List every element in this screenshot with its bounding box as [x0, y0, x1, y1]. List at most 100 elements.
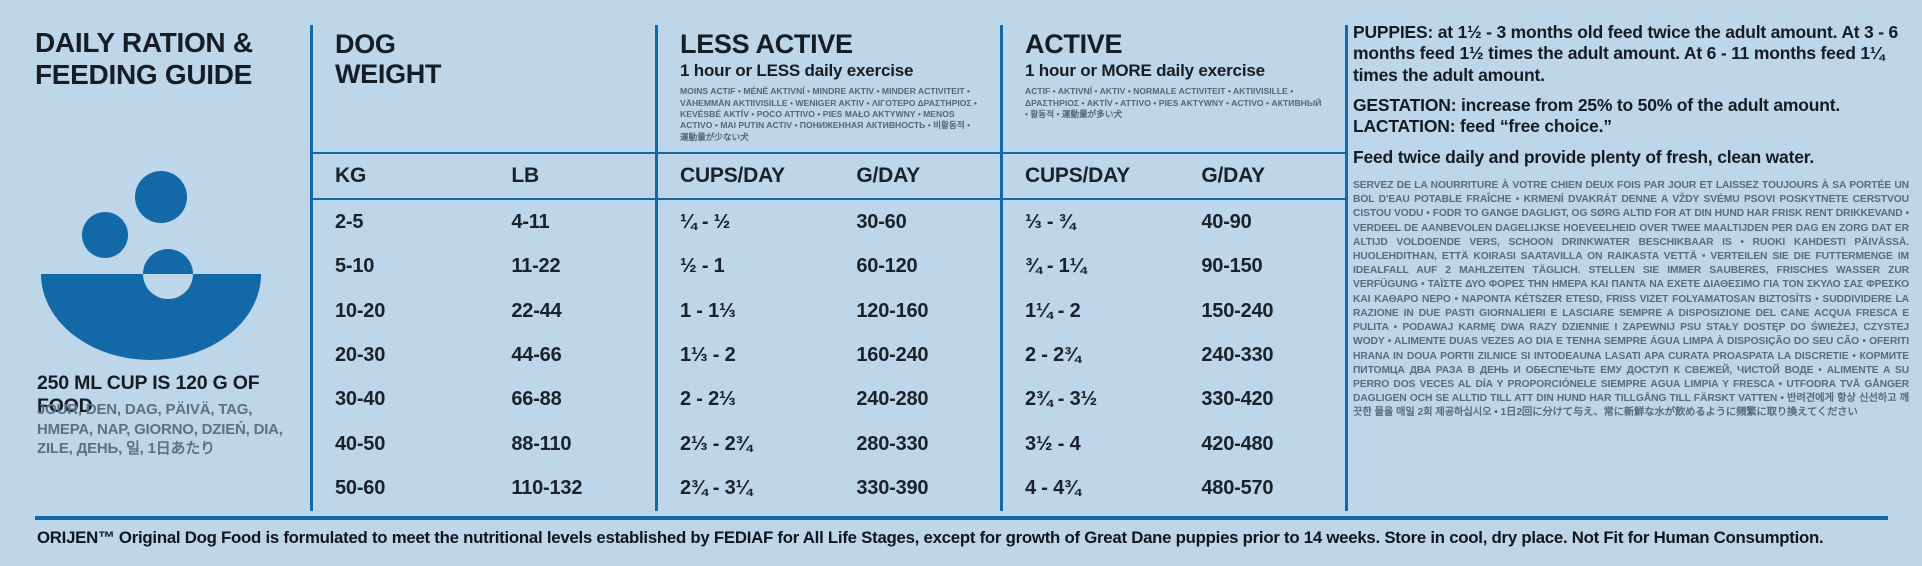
kg-value: 20-30 [335, 343, 386, 366]
cups-value: 1 - 1⅓ [680, 299, 736, 322]
less-active-section: LESS ACTIVE 1 hour or LESS daily exercis… [655, 25, 1000, 511]
col-header-g-day: G/DAY [1201, 164, 1265, 187]
cups-value: 2 - 2¾ [1025, 343, 1081, 366]
table-row: 1 - 1⅓ 120-160 [658, 289, 1000, 333]
active-title: ACTIVE [1025, 29, 1123, 59]
cups-value: 3½ - 4 [1025, 432, 1081, 455]
kg-value: 5-10 [335, 255, 375, 278]
cups-value: 2 - 2⅓ [680, 388, 736, 411]
table-row: 2¾ - 3½ 330-420 [1003, 378, 1345, 422]
dog-weight-header: DOG WEIGHT [313, 25, 655, 152]
lb-value: 88-110 [511, 432, 572, 455]
col-header-lb: LB [511, 164, 539, 187]
dog-weight-title-line2: WEIGHT [335, 59, 442, 90]
grams-value: 240-330 [1201, 343, 1274, 366]
cups-value: 2¾ - 3¼ [680, 477, 752, 500]
cups-value: 4 - 4¾ [1025, 477, 1081, 500]
lb-value: 66-88 [511, 388, 562, 411]
less-active-header: LESS ACTIVE 1 hour or LESS daily exercis… [658, 25, 1000, 152]
kg-value: 2-5 [335, 210, 364, 233]
kg-value: 50-60 [335, 477, 386, 500]
dog-weight-title: DOG WEIGHT [335, 29, 641, 89]
less-active-rows: ¼ - ½ 30-60 ½ - 1 60-120 1 - 1⅓ 120-160 1⅓ … [658, 200, 1000, 511]
active-header: ACTIVE 1 hour or MORE daily exercise ACT… [1003, 25, 1345, 152]
cups-value: 1¼ - 2 [1025, 299, 1081, 322]
col-header-g-day: G/DAY [856, 164, 920, 187]
cups-value: 2⅓ - 2¾ [680, 432, 752, 455]
gestation-note: GESTATION: increase from 25% to 50% of t… [1353, 95, 1840, 116]
kg-value: 40-50 [335, 432, 386, 455]
less-active-title: LESS ACTIVE [680, 29, 853, 59]
footer-disclaimer: ORIJEN™ Original Dog Food is formulated … [37, 528, 1824, 547]
cups-value: 2¾ - 3½ [1025, 388, 1097, 411]
lb-value: 11-22 [511, 255, 561, 278]
table-row: 1⅓ - 2 160-240 [658, 333, 1000, 377]
feeding-table: DOG WEIGHT KG LB 2-5 4-11 5-10 11-22 10-20… [310, 25, 1348, 511]
grams-value: 60-120 [856, 255, 918, 278]
page-title-line1: DAILY RATION & [35, 27, 253, 58]
kg-value: 10-20 [335, 299, 386, 322]
table-row: 10-20 22-44 [313, 289, 655, 333]
less-active-subtitle: 1 hour or LESS daily exercise [680, 61, 914, 81]
feeding-instructions-translations: SERVEZ DE LA NOURRITURE À VOTRE CHIEN DE… [1353, 180, 1909, 419]
table-row: 50-60 110-132 [313, 467, 655, 511]
cups-value: ¾ - 1¼ [1025, 255, 1087, 278]
table-row: 1¼ - 2 150-240 [1003, 289, 1345, 333]
header-divider [313, 152, 655, 154]
active-translations: ACTIF • AKTIVNÍ • AKTIV • NORMALE ACTIVI… [1025, 86, 1322, 119]
table-row: ¾ - 1¼ 90-150 [1003, 244, 1345, 288]
table-row: 30-40 66-88 [313, 378, 655, 422]
less-active-translations: MOINS ACTIF • MÉNĚ AKTIVNÍ • MINDRE AKTI… [680, 86, 977, 142]
day-word-translations: JOUR, DEN, DAG, PÄIVÄ, TAG, ΗΜΕΡΑ, NAP, … [37, 401, 283, 457]
table-row: ⅓ - ¾ 40-90 [1003, 200, 1345, 244]
table-row: 40-50 88-110 [313, 422, 655, 466]
dog-weight-title-line1: DOG [335, 29, 396, 59]
table-row: 2¾ - 3¼ 330-390 [658, 467, 1000, 511]
col-header-cups-day: CUPS/DAY [680, 164, 785, 187]
table-row: 4 - 4¾ 480-570 [1003, 467, 1345, 511]
table-row: 2 - 2⅓ 240-280 [658, 378, 1000, 422]
active-column-headers: CUPS/DAY G/DAY [1003, 154, 1345, 198]
header-divider [1003, 152, 1345, 154]
feeding-frequency-note: Feed twice daily and provide plenty of f… [1353, 146, 1815, 167]
lb-value: 110-132 [511, 477, 583, 500]
grams-value: 120-160 [856, 299, 929, 322]
grams-value: 280-330 [856, 432, 929, 455]
grams-value: 40-90 [1201, 210, 1252, 233]
right-panel: PUPPIES: at 1½ - 3 months old feed twice… [1353, 22, 1909, 421]
header-divider [658, 152, 1000, 154]
table-row: ¼ - ½ 30-60 [658, 200, 1000, 244]
grams-value: 30-60 [856, 210, 907, 233]
col-header-cups-day: CUPS/DAY [1025, 164, 1130, 187]
less-active-column-headers: CUPS/DAY G/DAY [658, 154, 1000, 198]
lactation-note: LACTATION: feed “free choice.” [1353, 116, 1612, 137]
puppies-note: PUPPIES: at 1½ - 3 months old feed twice… [1353, 22, 1899, 85]
page-title: DAILY RATION & FEEDING GUIDE [35, 27, 253, 91]
page-title-line2: FEEDING GUIDE [35, 58, 253, 90]
weight-rows: 2-5 4-11 5-10 11-22 10-20 22-44 20-30 44-66 … [313, 200, 655, 511]
active-rows: ⅓ - ¾ 40-90 ¾ - 1¼ 90-150 1¼ - 2 150-240 2 … [1003, 200, 1345, 511]
grams-value: 330-420 [1201, 388, 1274, 411]
footer-divider-line [35, 516, 1888, 520]
grams-value: 90-150 [1201, 255, 1263, 278]
grams-value: 420-480 [1201, 432, 1274, 455]
cups-value: ⅓ - ¾ [1025, 210, 1076, 233]
cups-value: ½ - 1 [680, 255, 725, 278]
grams-value: 240-280 [856, 388, 929, 411]
grams-value: 150-240 [1201, 299, 1274, 322]
table-row: 20-30 44-66 [313, 333, 655, 377]
dog-bowl-icon [40, 170, 262, 366]
cup-measure-note: 250 ML CUP IS 120 G OF FOOD [37, 372, 260, 417]
kg-value: 30-40 [335, 388, 386, 411]
column-header-divider [313, 198, 655, 200]
cups-value: 1⅓ - 2 [680, 343, 736, 366]
cups-value: ¼ - ½ [680, 210, 731, 233]
col-header-kg: KG [335, 164, 367, 187]
table-row: 2 - 2¾ 240-330 [1003, 333, 1345, 377]
column-header-divider [1003, 198, 1345, 200]
lb-value: 4-11 [511, 210, 550, 233]
weight-column-headers: KG LB [313, 154, 655, 198]
lb-value: 44-66 [511, 343, 562, 366]
table-row: 5-10 11-22 [313, 244, 655, 288]
